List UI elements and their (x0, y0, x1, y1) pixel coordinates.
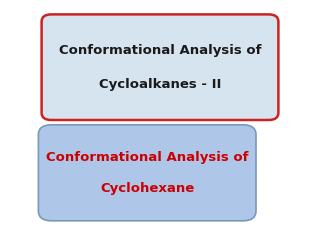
Text: Cycloalkanes - II: Cycloalkanes - II (99, 78, 221, 90)
FancyBboxPatch shape (38, 125, 256, 221)
FancyBboxPatch shape (42, 14, 278, 120)
Text: Conformational Analysis of: Conformational Analysis of (59, 44, 261, 57)
Text: Conformational Analysis of: Conformational Analysis of (46, 151, 248, 164)
Text: Cyclohexane: Cyclohexane (100, 182, 194, 195)
